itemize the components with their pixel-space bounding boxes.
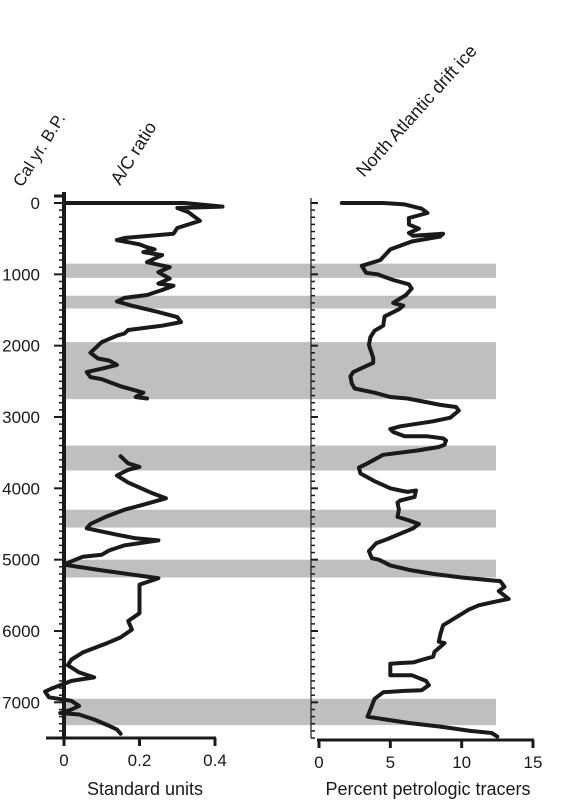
y-tick-label: 1000 xyxy=(2,265,40,284)
right-x-axis-title: Percent petrologic tracers xyxy=(325,779,530,799)
left-panel: 0 1000 2000 3000 4000 5000 6000 7000 0 0.2 0.4 xyxy=(2,192,496,770)
ac-ratio-line-2 xyxy=(43,454,168,736)
right-x-axis-tick-label: 0 xyxy=(314,753,323,772)
y-tick-label: 6000 xyxy=(2,622,40,641)
right-y-ticks xyxy=(310,198,318,739)
y-tick-label: 0 xyxy=(31,194,40,213)
right-panel-title: North Atlantic drift ice xyxy=(352,41,481,181)
y-tick-label: 2000 xyxy=(2,337,40,356)
right-x-axis-tick-label: 15 xyxy=(524,753,543,772)
left-x-axis-tick-label: 0.2 xyxy=(128,751,152,770)
right-panel: 0 5 10 15 xyxy=(310,198,543,772)
y-tick-label: 4000 xyxy=(2,479,40,498)
ac-ratio-line-1 xyxy=(62,201,225,401)
left-series xyxy=(43,201,225,736)
shaded-band-5 xyxy=(66,509,496,528)
y-axis-title: Cal yr. B.P. xyxy=(9,110,69,190)
right-series xyxy=(339,201,511,739)
left-x-axis-tick-label: 0 xyxy=(59,751,68,770)
right-x-axis-tick-label: 10 xyxy=(452,753,471,772)
shaded-band-2 xyxy=(66,295,496,309)
drift-ice-line-1 xyxy=(339,201,511,739)
left-shaded-bands xyxy=(66,263,496,726)
right-x-axis: 0 5 10 15 xyxy=(314,738,543,772)
y-tick-label: 7000 xyxy=(2,693,40,712)
left-x-axis-title: Standard units xyxy=(87,779,203,799)
left-x-axis: 0 0.2 0.4 xyxy=(46,736,227,770)
y-tick-label: 5000 xyxy=(2,551,40,570)
y-tick-label: 3000 xyxy=(2,408,40,427)
left-y-ticks: 0 1000 2000 3000 4000 5000 6000 7000 xyxy=(2,192,66,739)
left-panel-title: A/C ratio xyxy=(106,118,160,188)
left-x-axis-tick-label: 0.4 xyxy=(203,751,227,770)
shaded-band-1 xyxy=(66,263,496,278)
shaded-band-7 xyxy=(66,698,496,726)
right-x-axis-tick-label: 5 xyxy=(386,753,395,772)
